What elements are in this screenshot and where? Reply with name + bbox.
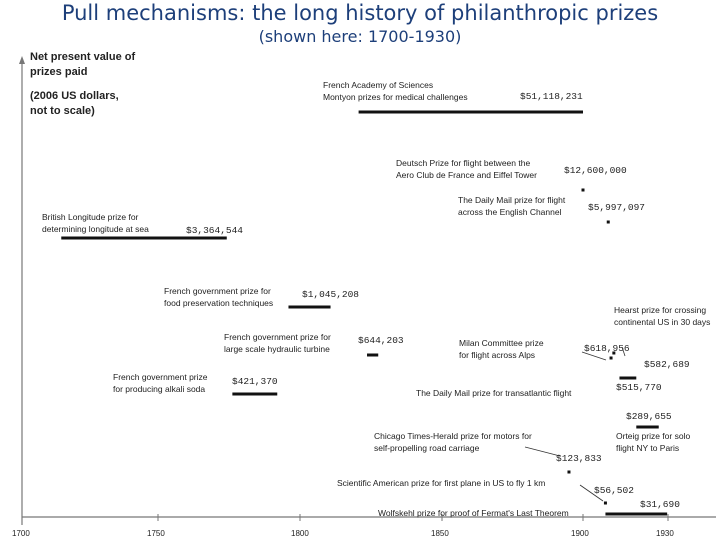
- prize-label: British Longitude prize for: [42, 212, 139, 222]
- prize-label: French government prize: [113, 372, 208, 382]
- prize-value-label: $123,833: [556, 453, 602, 464]
- prize-label: The Daily Mail prize for transatlantic f…: [416, 388, 572, 398]
- prize-value-label: $12,600,000: [564, 165, 627, 176]
- x-tick-label: 1930: [656, 529, 674, 538]
- prize-label: flight NY to Paris: [616, 443, 679, 453]
- prize-value-label: $1,045,208: [302, 289, 359, 300]
- prize-value-label: $31,690: [640, 499, 680, 510]
- prize-label: Orteig prize for solo: [616, 431, 690, 441]
- prize-label: for producing alkali soda: [113, 384, 205, 394]
- y-axis-group: Net present value of prizes paid (2006 U…: [19, 51, 135, 525]
- y-axis-arrow-icon: [19, 56, 25, 64]
- prize-label: large scale hydraulic turbine: [224, 344, 330, 354]
- prize-label: Milan Committee prize: [459, 338, 544, 348]
- prize-value-label: $56,502: [594, 485, 634, 496]
- prize-label: Deutsch Prize for flight between the: [396, 158, 530, 168]
- prize-value-label: $289,655: [626, 411, 672, 422]
- chart-title: Pull mechanisms: the long history of phi…: [61, 1, 659, 25]
- prize-label: The Daily Mail prize for flight: [458, 195, 566, 205]
- prize-label: French government prize for: [224, 332, 331, 342]
- prize-label: Hearst prize for crossing: [614, 305, 706, 315]
- x-axis-group: 1700 1750 1800 1850 1900 1930: [12, 514, 716, 538]
- prize-label: across the English Channel: [458, 207, 562, 217]
- prize-value-label: $618,956: [584, 343, 630, 354]
- y-axis-note-line1: (2006 US dollars,: [30, 90, 119, 102]
- prize-value-label: $51,118,231: [520, 91, 583, 102]
- y-axis-label-line2: prizes paid: [30, 66, 87, 78]
- x-tick-label: 1750: [147, 529, 165, 538]
- connector-line: [581, 351, 607, 361]
- prize-label: Scientific American prize for first plan…: [337, 478, 545, 488]
- prize-point-marker: [612, 351, 616, 355]
- prize-label: French government prize for: [164, 286, 271, 296]
- prize-label: Chicago Times-Herald prize for motors fo…: [374, 431, 532, 441]
- prize-point-marker: [606, 220, 610, 224]
- x-tick-label: 1850: [431, 529, 449, 538]
- prize-label: food preservation techniques: [164, 298, 273, 308]
- prize-label: self-propelling road carriage: [374, 443, 480, 453]
- prize-label: Aero Club de France and Eiffel Tower: [396, 170, 537, 180]
- x-tick-label: 1900: [571, 529, 589, 538]
- connector-line: [524, 446, 561, 457]
- x-tick-label: 1800: [291, 529, 309, 538]
- y-axis-note-line2: not to scale): [30, 105, 95, 117]
- connector-line: [621, 346, 626, 357]
- y-axis-label-line1: Net present value of: [30, 51, 135, 63]
- prize-point-marker: [609, 356, 613, 360]
- prize-value-label: $5,997,097: [588, 202, 645, 213]
- prize-label: Wolfskehl prize for proof of Fermat's La…: [378, 508, 569, 518]
- prize-label: French Academy of Sciences: [323, 80, 433, 90]
- prize-value-label: $515,770: [616, 382, 662, 393]
- connector-line: [579, 484, 604, 502]
- prize-point-marker: [581, 188, 585, 192]
- prize-label: for flight across Alps: [459, 350, 535, 360]
- prize-value-label: $3,364,544: [186, 225, 243, 236]
- prize-marks-group: French Academy of Sciences Montyon prizes…: [42, 80, 710, 518]
- prize-point-marker: [603, 501, 607, 505]
- prize-point-marker: [567, 470, 571, 474]
- x-tick-label: 1700: [12, 529, 30, 538]
- chart-subtitle: (shown here: 1700-1930): [258, 27, 462, 46]
- prize-label: determining longitude at sea: [42, 224, 149, 234]
- prize-value-label: $644,203: [358, 335, 404, 346]
- prize-label: continental US in 30 days: [614, 317, 710, 327]
- prize-value-label: $582,689: [644, 359, 690, 370]
- prize-value-label: $421,370: [232, 376, 278, 387]
- prize-label: Montyon prizes for medical challenges: [323, 92, 468, 102]
